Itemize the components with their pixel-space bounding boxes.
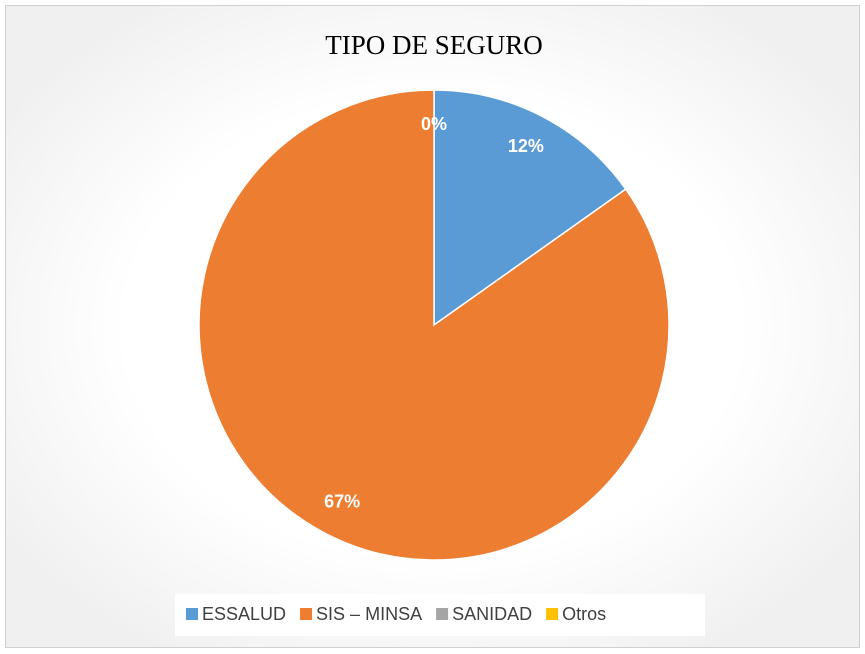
- legend-label: Otros: [562, 604, 606, 624]
- legend-swatch: [546, 608, 559, 620]
- pie-slice: [433, 89, 627, 327]
- legend-swatch: [300, 608, 313, 620]
- data-label: 67%: [324, 491, 360, 511]
- legend-label: SIS – MINSA: [316, 604, 422, 624]
- legend-swatch: [436, 608, 449, 620]
- chart-title: TIPO DE SEGURO: [325, 30, 543, 60]
- legend-label: SANIDAD: [452, 604, 532, 624]
- data-label: 0%: [421, 114, 447, 134]
- data-label: 12%: [508, 136, 544, 156]
- legend-label: ESSALUD: [202, 604, 286, 624]
- legend-swatch: [186, 608, 198, 620]
- pie-slice: [198, 89, 670, 561]
